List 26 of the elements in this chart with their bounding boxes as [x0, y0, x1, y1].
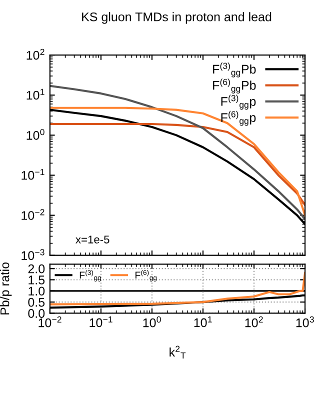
x-axis-title: k$^{2}$$_{T}$: [170, 346, 186, 359]
chart-title: KS gluon TMDs in proton and lead: [82, 12, 272, 24]
y-tick-label: 0.5: [28, 298, 45, 307]
legend-label: F$^{(3)}$$_{gg}$: [80, 270, 101, 282]
y-tick-label: 10$^{0}$: [26, 128, 44, 140]
x-tick-label: 10$^{3}$: [296, 316, 314, 328]
x-tick-label: 10$^{0}$: [143, 316, 161, 328]
legend-label: F$^{(3)}$$_{gg}$Pb: [213, 62, 256, 78]
x-tick-label: 10$^{2}$: [245, 316, 263, 328]
legend-label: F$^{(6)}$$_{gg}$: [136, 270, 157, 282]
y-tick-label: 10$^{−3}$: [22, 249, 44, 260]
legend-label: F$^{(3)}$$_{gg}$p: [221, 94, 256, 110]
legend-label: F$^{(6)}$$_{gg}$p: [221, 110, 256, 126]
y-tick-label: 10$^{−1}$: [22, 169, 44, 180]
y-axis-title: Pb/p ratio: [0, 262, 12, 314]
y-tick-label: 10$^{−2}$: [22, 209, 44, 220]
x-tick-label: 10$^{−1}$: [90, 316, 112, 328]
y-tick-label: 1.0: [28, 286, 45, 296]
y-tick-label: 10$^{1}$: [26, 88, 44, 100]
legend-label: F$^{(6)}$$_{gg}$Pb: [213, 78, 256, 94]
x-tick-label: 10$^{1}$: [194, 316, 212, 328]
y-tick-label: 2.0: [28, 264, 45, 274]
annotation: x=1e-5: [76, 236, 110, 244]
y-tick-label: 1.5: [28, 276, 45, 284]
y-tick-label: 0.0: [28, 309, 45, 318]
y-tick-label: 10$^{2}$: [26, 48, 44, 60]
